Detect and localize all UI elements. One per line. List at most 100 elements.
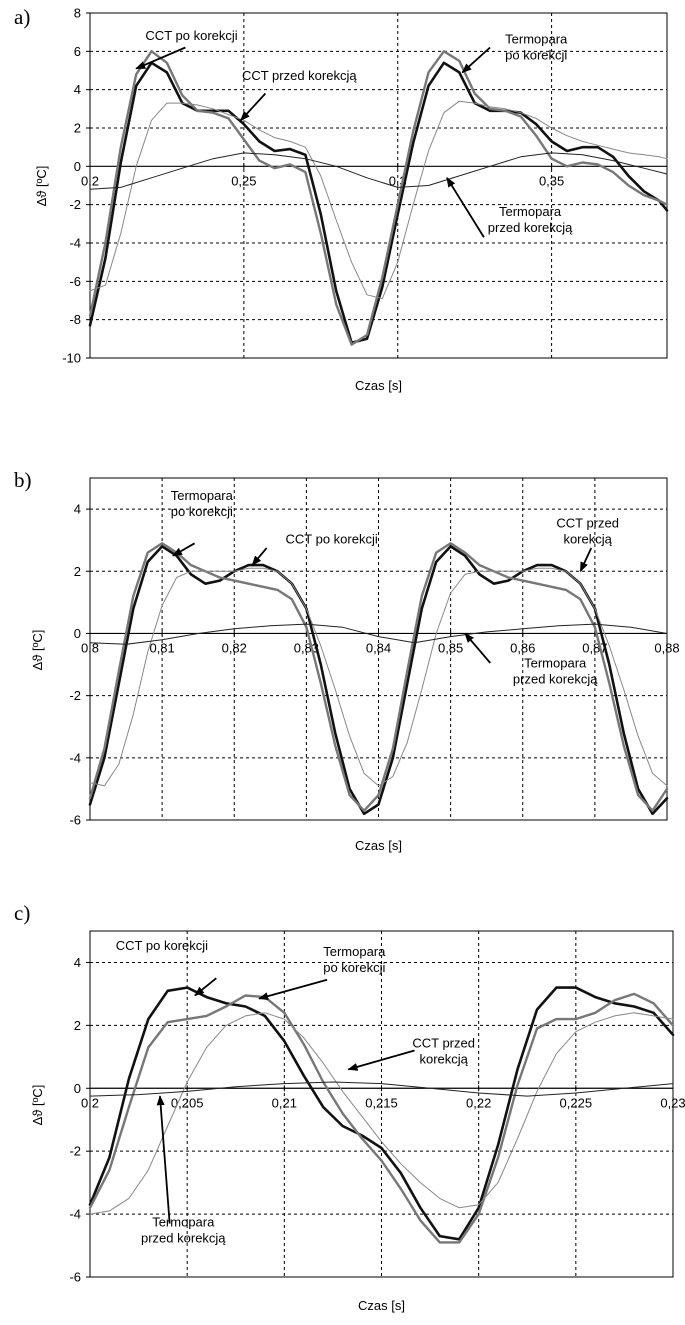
- y-axis-title: Δϑ [ºC]: [30, 630, 45, 671]
- series-line-2: [89, 567, 668, 787]
- y-tick-label: 2: [74, 121, 81, 136]
- y-tick-label: 0: [74, 1081, 81, 1096]
- x-tick-label: 0,215: [365, 1095, 398, 1110]
- series-line-1: [88, 992, 675, 1244]
- y-tick-label: -4: [69, 1207, 81, 1222]
- annotation-label: Termopara: [505, 32, 568, 47]
- annotation-label: przed korekcją: [141, 1231, 226, 1246]
- x-tick-label: 0,82: [222, 640, 247, 655]
- x-tick-label: 0,81: [149, 640, 174, 655]
- annotation-label: po korekcji: [505, 48, 567, 63]
- annotation-arrow: [240, 92, 267, 122]
- y-tick-label: -4: [69, 750, 81, 765]
- annotation-label: przed korekcją: [488, 220, 573, 235]
- x-axis-title: Czas [s]: [358, 1298, 405, 1313]
- panel-letter: a): [14, 5, 30, 29]
- series-line-0: [88, 986, 675, 1241]
- plot-frame: [89, 930, 674, 1278]
- annotation-arrow: [579, 547, 593, 573]
- annotation-label: CCT przed: [412, 1035, 475, 1050]
- series-line-3: [89, 1081, 674, 1097]
- series-line-3: [89, 623, 668, 645]
- annotation-label: Termopara: [499, 204, 562, 219]
- x-tick-label: 0,86: [510, 640, 535, 655]
- annotation: CCT po korekcji: [135, 28, 238, 70]
- plot-frame: [89, 12, 668, 359]
- x-tick-label: 0,23: [660, 1095, 685, 1110]
- annotation-arrow: [135, 46, 186, 70]
- series-line-2: [89, 100, 668, 300]
- x-axis-title: Czas [s]: [355, 378, 402, 393]
- y-tick-label: 2: [74, 564, 81, 579]
- annotation-label: CCT przed: [556, 516, 619, 531]
- annotation-arrow: [251, 547, 268, 566]
- annotation-label: przed korekcją: [513, 672, 598, 687]
- x-tick-label: 0,85: [438, 640, 463, 655]
- series-line-0: [88, 61, 669, 345]
- annotation-arrow: [172, 542, 196, 557]
- y-tick-label: -8: [69, 312, 81, 327]
- annotation: CCT przed korekcją: [240, 68, 357, 122]
- series-line-1: [88, 542, 669, 812]
- panel-letter: b): [14, 468, 32, 492]
- annotation-arrow: [446, 176, 485, 238]
- y-tick-label: -2: [69, 688, 81, 703]
- plot-frame: [89, 477, 668, 821]
- y-tick-label: 8: [74, 6, 81, 21]
- annotation: CCT po korekcji: [251, 531, 378, 566]
- x-tick-label: 0,35: [539, 173, 564, 188]
- y-tick-label: -2: [69, 197, 81, 212]
- x-tick-label: 0,84: [366, 640, 391, 655]
- annotation-label: Termopara: [323, 944, 386, 959]
- x-tick-label: 0,225: [560, 1095, 593, 1110]
- annotation-arrow: [464, 632, 491, 664]
- y-tick-label: -6: [69, 813, 81, 828]
- x-axis-title: Czas [s]: [355, 838, 402, 853]
- annotation: CCT po korekcji: [116, 938, 217, 997]
- x-tick-label: 0,25: [231, 173, 256, 188]
- series-line-1: [88, 50, 669, 346]
- annotation-arrow: [461, 46, 491, 74]
- annotation-arrow: [156, 1095, 171, 1224]
- y-tick-label: 0: [74, 626, 81, 641]
- x-tick-label: 0,88: [654, 640, 679, 655]
- x-tick-label: 0,205: [171, 1095, 204, 1110]
- annotation-label: CCT po korekcji: [145, 28, 237, 43]
- annotation-arrow: [347, 1049, 415, 1071]
- annotation-arrow: [258, 978, 328, 1001]
- annotation-label: Termopara: [152, 1215, 215, 1230]
- y-tick-label: 4: [74, 502, 81, 517]
- y-axis-title: Δϑ [ºC]: [34, 166, 49, 207]
- y-tick-label: 0: [74, 159, 81, 174]
- y-tick-label: -6: [69, 1270, 81, 1285]
- panel-letter: c): [14, 901, 30, 925]
- x-tick-label: 0,2: [81, 1095, 99, 1110]
- annotation-label: CCT po korekcji: [116, 938, 208, 953]
- y-tick-label: -4: [69, 236, 81, 251]
- annotation-label: Termopara: [171, 488, 234, 503]
- annotation-label: Termopara: [524, 656, 587, 671]
- y-tick-label: 4: [74, 955, 81, 970]
- y-tick-label: 2: [74, 1018, 81, 1033]
- y-tick-label: -6: [69, 274, 81, 289]
- annotation-label: korekcją: [419, 1051, 468, 1066]
- x-tick-label: 0,2: [81, 173, 99, 188]
- y-axis-title: Δϑ [ºC]: [30, 1085, 45, 1126]
- series-line-2: [89, 1012, 674, 1215]
- y-tick-label: 6: [74, 44, 81, 59]
- series-line-3: [89, 152, 668, 190]
- annotation-label: CCT po korekcji: [286, 531, 378, 546]
- annotation-label: CCT przed korekcją: [242, 68, 357, 83]
- annotation-arrow: [194, 977, 217, 997]
